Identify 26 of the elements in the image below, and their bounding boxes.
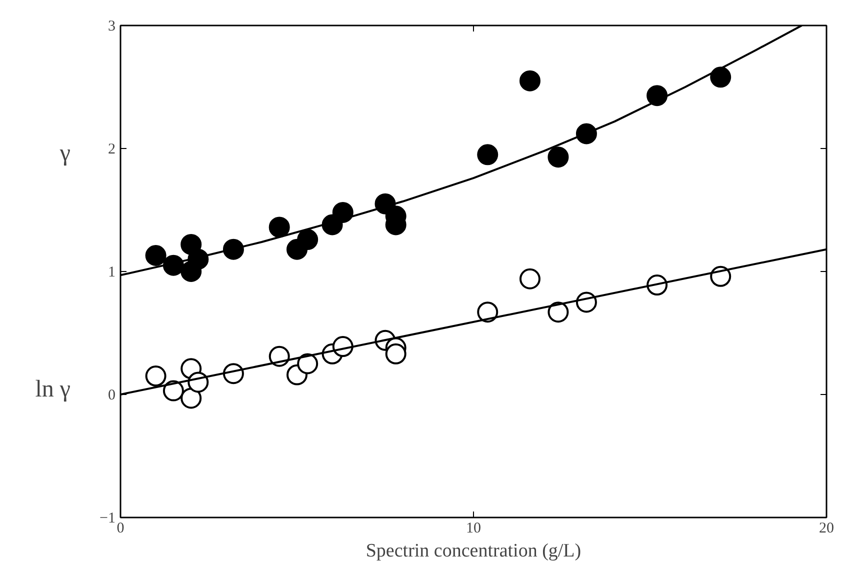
- y-tick-label: 0: [108, 388, 116, 404]
- point: [519, 70, 540, 92]
- y-tick-label: 2: [108, 142, 116, 158]
- point: [548, 146, 569, 168]
- point: [332, 202, 354, 223]
- point: [268, 216, 290, 238]
- x-tick-label: 20: [819, 520, 834, 536]
- point: [297, 353, 318, 374]
- point: [477, 144, 498, 166]
- point: [646, 85, 668, 106]
- y-tick-label: 1: [108, 264, 116, 280]
- point: [548, 302, 569, 323]
- y-tick-label: −1: [100, 510, 116, 526]
- point: [297, 229, 318, 250]
- point: [519, 268, 540, 290]
- point: [710, 66, 732, 88]
- text: ln γ: [35, 376, 71, 403]
- x-tick-label: 10: [466, 520, 481, 536]
- point: [145, 245, 166, 266]
- y-tick-label: 3: [108, 18, 116, 34]
- x-axis-title: Spectrin concentration (g/L): [366, 540, 582, 562]
- point: [145, 366, 166, 387]
- text: γ: [58, 140, 71, 166]
- point: [180, 388, 202, 409]
- point: [477, 302, 498, 323]
- point: [385, 343, 406, 364]
